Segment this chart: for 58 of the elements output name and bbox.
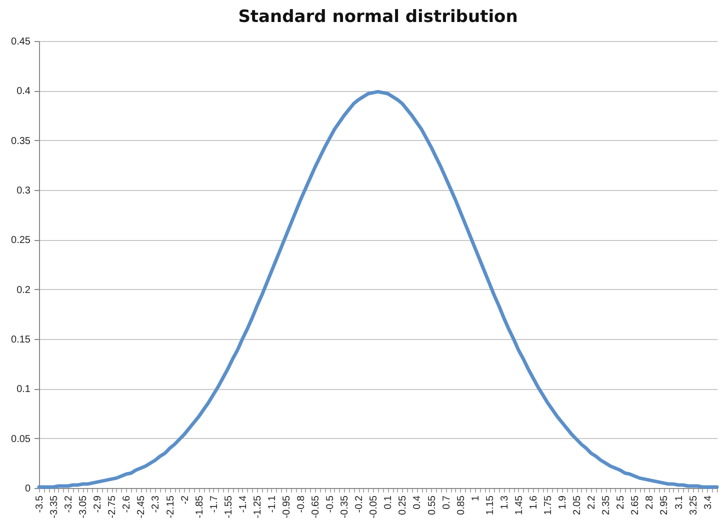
y-tick-label: 0.2: [16, 284, 31, 296]
x-tick-label: -2.15: [165, 495, 176, 518]
x-tick-label: 0.25: [398, 495, 409, 515]
y-tick-label: 0.1: [16, 384, 31, 396]
x-tick-label: -1.85: [194, 495, 206, 518]
x-tick-label: -2.45: [136, 495, 148, 518]
x-tick-label: 0.7: [441, 495, 452, 510]
y-tick-label: 0.3: [16, 186, 31, 196]
x-tick-label: 1: [470, 495, 482, 502]
x-tick-label: 3.1: [674, 495, 685, 510]
x-tick-label: 2.05: [572, 495, 584, 515]
x-tick-label: -1.4: [238, 495, 249, 513]
y-tick-label: 0.35: [11, 136, 31, 147]
x-tick-label: -0.2: [354, 495, 366, 513]
x-tick-label: -2: [180, 495, 191, 504]
x-tick-label: -0.05: [368, 495, 380, 518]
x-tick-label: 1.45: [514, 495, 525, 515]
x-tick-label: 2.2: [586, 495, 598, 510]
x-tick-label: -3.05: [78, 495, 90, 518]
x-tick-label: -0.8: [296, 495, 308, 513]
x-tick-label: 2.65: [630, 495, 642, 515]
x-tick-label: 2.95: [659, 495, 670, 515]
x-tick-label: 0.4: [412, 495, 424, 510]
x-tick-label: -0.5: [325, 495, 336, 513]
x-tick-label: 0.1: [383, 495, 394, 510]
x-tick-label: -1.55: [223, 495, 234, 518]
x-tick-label: -0.65: [310, 495, 322, 518]
x-tick-label: 1.3: [499, 495, 510, 510]
x-tick-label: -1.25: [252, 495, 264, 518]
x-tick-label: -1.7: [208, 495, 220, 513]
y-tick-label: 0.4: [16, 86, 31, 98]
x-tick-label: 1.75: [543, 495, 554, 515]
x-tick-label: -3.35: [49, 495, 60, 518]
y-tick-label: 0.15: [11, 334, 31, 346]
x-tick-label: -3.5: [34, 495, 46, 513]
x-tick-label: -2.9: [92, 495, 104, 513]
x-tick-label: -0.35: [340, 495, 351, 518]
y-tick-label: 0.05: [11, 434, 31, 445]
x-tick-label: 3.4: [702, 495, 714, 510]
x-tick-label: -2.6: [122, 495, 133, 513]
chart-title: Standard normal distribution: [238, 7, 518, 27]
x-tick-label: 1.6: [528, 495, 540, 510]
x-tick-label: -1.1: [266, 495, 278, 513]
y-tick-label: 0: [24, 484, 31, 494]
x-tick-label: 2.5: [616, 495, 627, 510]
y-tick-label: 0.45: [11, 36, 31, 48]
x-tick-label: -3.2: [64, 495, 75, 513]
x-tick-label: 1.9: [558, 495, 569, 510]
x-tick-label: 2.8: [644, 495, 656, 510]
x-tick-label: -0.95: [281, 495, 292, 518]
x-tick-label: -2.3: [150, 495, 162, 513]
y-tick-label: 0.25: [11, 235, 31, 246]
x-tick-label: -2.75: [107, 495, 118, 518]
x-tick-label: 3.25: [688, 495, 700, 515]
x-tick-label: 0.55: [426, 495, 438, 515]
x-tick-label: 1.15: [484, 495, 496, 515]
x-tick-label: 0.85: [456, 495, 467, 515]
x-tick-label: 2.35: [601, 495, 612, 515]
